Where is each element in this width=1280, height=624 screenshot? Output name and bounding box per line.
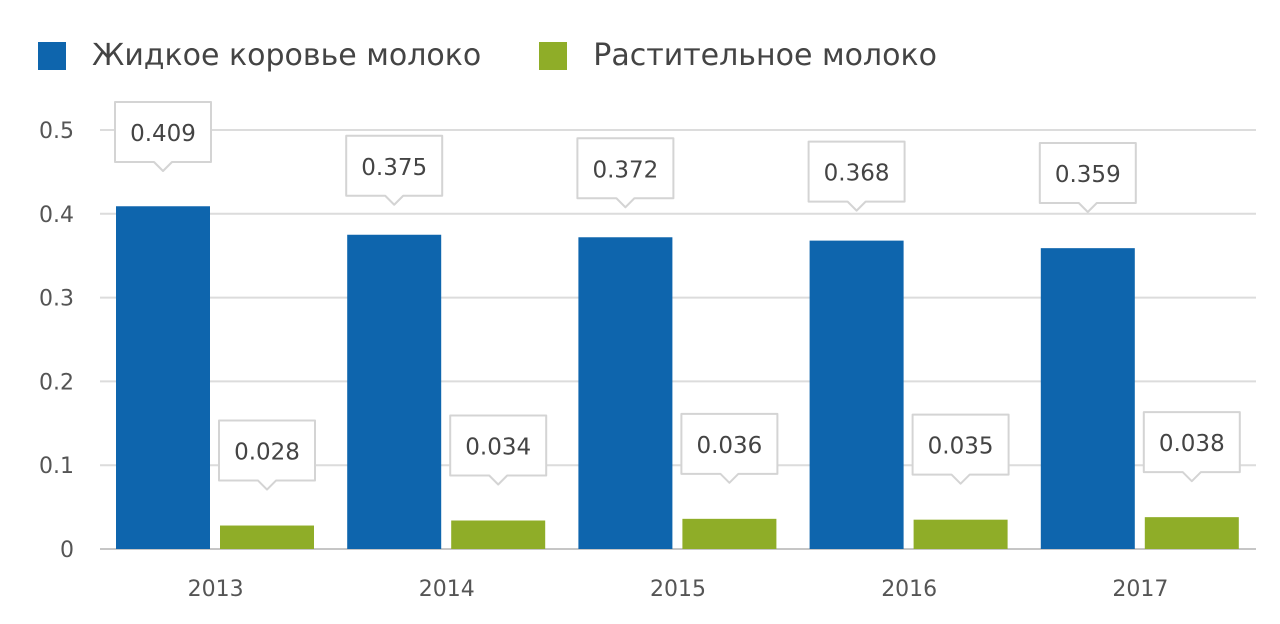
data-label-box <box>680 412 779 484</box>
x-tick-label: 2015 <box>650 577 706 602</box>
x-tick-label: 2013 <box>188 577 244 602</box>
x-tick-label: 2016 <box>881 577 937 602</box>
y-tick-label: 0.2 <box>39 370 74 395</box>
bar[interactable] <box>1040 248 1135 549</box>
data-label: 0.359 <box>1055 162 1121 188</box>
x-tick-label: 2017 <box>1112 577 1168 602</box>
bar[interactable] <box>116 206 210 549</box>
legend-label-plant-milk: Растительное молоко <box>593 38 937 73</box>
data-label: 0.036 <box>696 433 762 459</box>
bar[interactable] <box>809 240 904 549</box>
data-label: 0.372 <box>592 157 658 183</box>
y-tick-label: 0.1 <box>39 454 74 479</box>
data-label: 0.035 <box>928 434 994 460</box>
legend-item-plant-milk[interactable]: Растительное молоко <box>539 38 937 73</box>
bar[interactable] <box>451 520 546 549</box>
legend-swatch-plant-milk <box>539 41 568 70</box>
bar[interactable] <box>1144 517 1239 549</box>
y-tick-label: 0.5 <box>39 119 74 144</box>
bar[interactable] <box>578 237 673 549</box>
legend-item-cow-milk[interactable]: Жидкое коровье молоко <box>38 38 481 73</box>
y-tick-label: 0.4 <box>39 203 74 228</box>
data-label: 0.409 <box>130 121 196 147</box>
y-tick-label: 0.3 <box>39 287 74 312</box>
data-label-box <box>345 134 444 206</box>
data-label: 0.034 <box>465 435 531 461</box>
bar[interactable] <box>913 519 1008 549</box>
data-label-box <box>911 413 1010 485</box>
data-label: 0.375 <box>361 155 427 181</box>
data-label-box <box>218 419 316 491</box>
data-label-box <box>807 140 906 212</box>
legend-label-cow-milk: Жидкое коровье молоко <box>92 38 482 73</box>
x-tick-label: 2014 <box>419 577 475 602</box>
legend-swatch-cow-milk <box>38 41 66 70</box>
data-label-box <box>1142 411 1241 483</box>
data-label: 0.028 <box>234 440 300 466</box>
bar[interactable] <box>220 525 314 549</box>
data-label-box <box>449 414 548 486</box>
data-label: 0.038 <box>1159 431 1225 457</box>
data-label-box <box>576 137 675 209</box>
chart-legend: Жидкое коровье молоко Растительное молок… <box>38 38 995 73</box>
data-label-box <box>1038 142 1137 213</box>
bar[interactable] <box>347 234 442 549</box>
data-label: 0.368 <box>824 161 890 187</box>
y-tick-label: 0 <box>60 538 74 563</box>
bar[interactable] <box>682 518 777 549</box>
data-label-box <box>114 101 212 172</box>
